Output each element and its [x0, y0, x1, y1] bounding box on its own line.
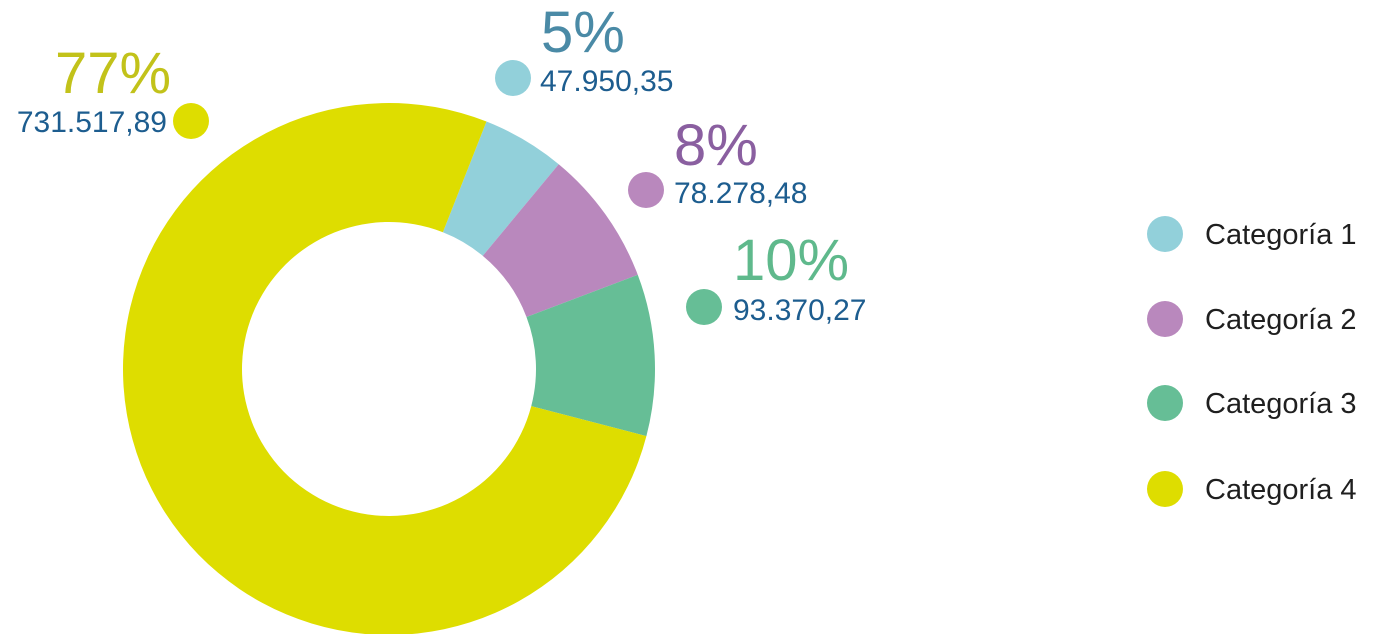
legend: Categoría 1 Categoría 2 Categoría 3 Categor… — [1147, 216, 1357, 507]
slice-labels: 5%47.950,358%78.278,4810%93.370,2777%731… — [17, 0, 867, 327]
value-label-1: 47.950,35 — [540, 65, 673, 98]
legend-label-2: Categoría 2 — [1205, 304, 1357, 336]
value-label-2: 78.278,48 — [674, 177, 807, 210]
legend-swatch-4 — [1147, 471, 1183, 507]
donut-slice-4 — [123, 103, 647, 634]
percent-label-1: 5% — [541, 0, 625, 65]
legend-item-4: Categoría 4 — [1147, 471, 1357, 507]
slice-marker-4 — [173, 103, 209, 139]
legend-item-2: Categoría 2 — [1147, 301, 1357, 337]
legend-label-4: Categoría 4 — [1205, 474, 1357, 506]
slice-annotation-4: 77%731.517,89 — [17, 41, 209, 139]
donut-slices — [123, 103, 655, 634]
slice-annotation-1: 5%47.950,35 — [495, 0, 673, 98]
slice-annotation-2: 8%78.278,48 — [628, 113, 807, 210]
percent-label-4: 77% — [55, 41, 171, 106]
percent-label-2: 8% — [674, 113, 758, 178]
donut-slice-2 — [482, 164, 638, 317]
slice-marker-1 — [495, 60, 531, 96]
legend-swatch-2 — [1147, 301, 1183, 337]
slice-marker-2 — [628, 172, 664, 208]
legend-label-1: Categoría 1 — [1205, 219, 1357, 251]
value-label-3: 93.370,27 — [733, 294, 866, 327]
legend-item-1: Categoría 1 — [1147, 216, 1357, 252]
value-label-4: 731.517,89 — [17, 106, 167, 139]
donut-slice-1 — [442, 121, 559, 256]
legend-swatch-3 — [1147, 385, 1183, 421]
percent-label-3: 10% — [733, 228, 849, 293]
legend-item-3: Categoría 3 — [1147, 385, 1357, 421]
legend-swatch-1 — [1147, 216, 1183, 252]
donut-slice-3 — [526, 274, 655, 437]
legend-label-3: Categoría 3 — [1205, 388, 1357, 420]
slice-annotation-3: 10%93.370,27 — [686, 228, 866, 327]
slice-marker-3 — [686, 289, 722, 325]
